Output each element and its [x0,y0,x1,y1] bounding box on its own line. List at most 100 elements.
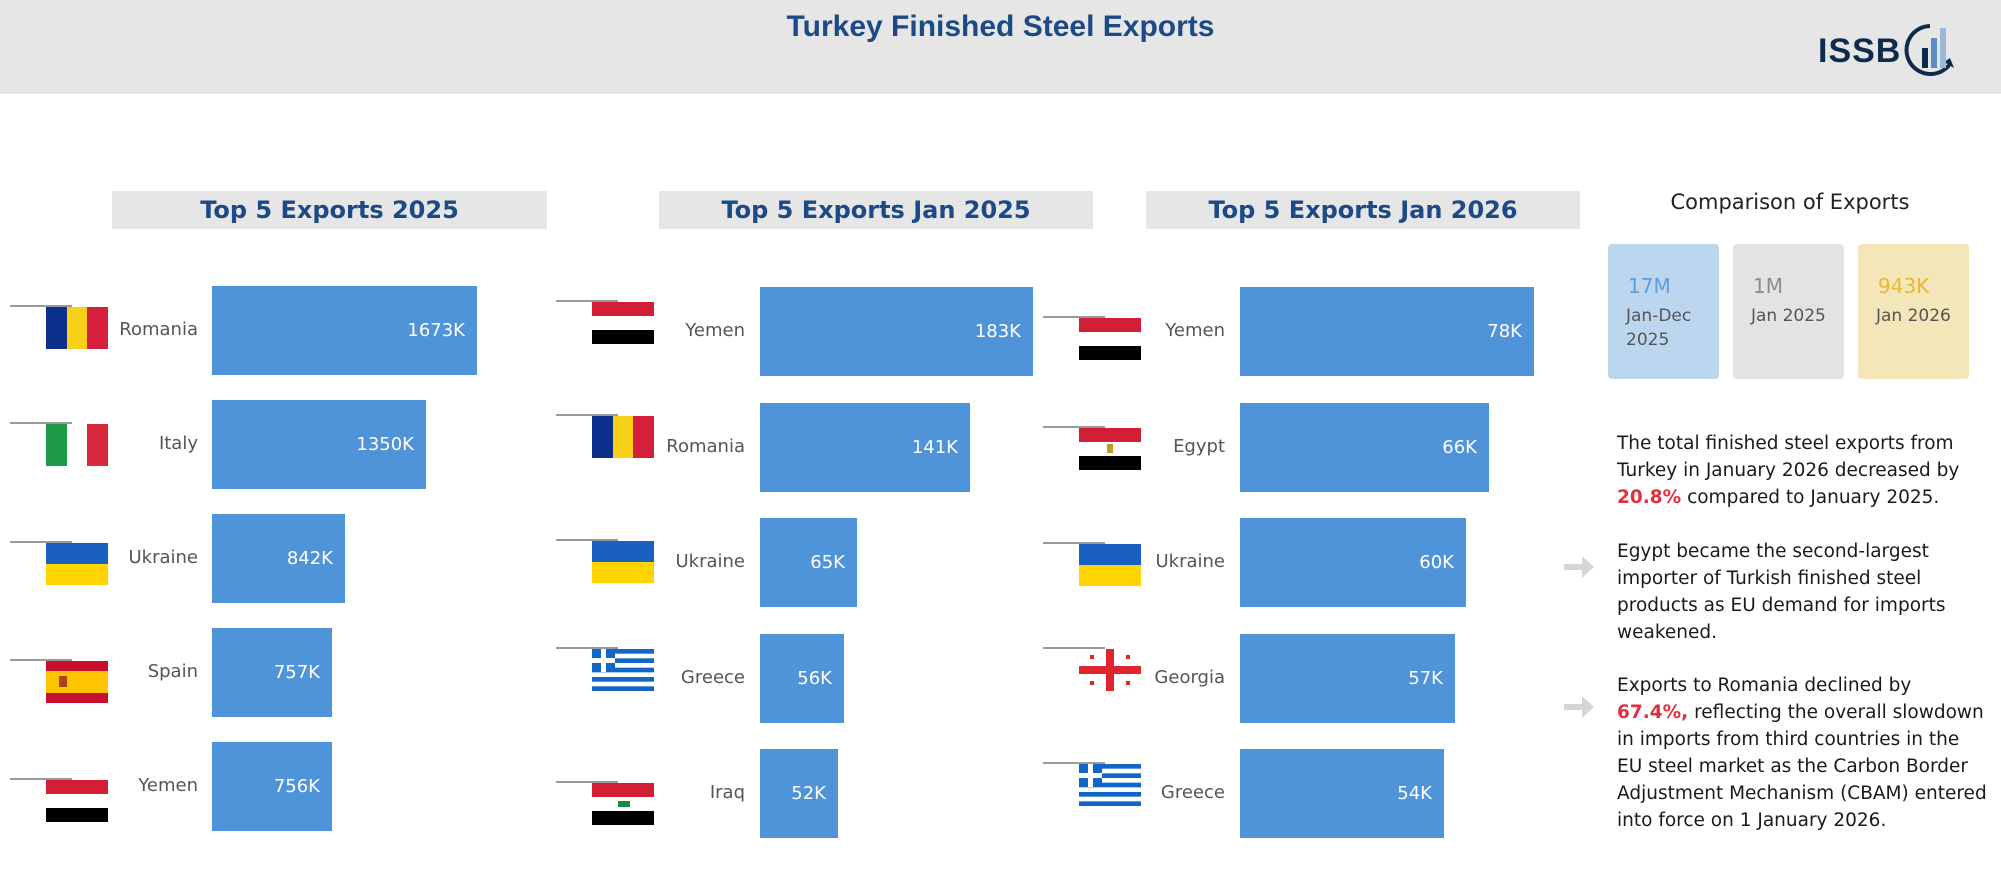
category-label: Romania [666,436,745,457]
card-label: Jan 2025 [1751,306,1826,326]
panel-title-jan-2025: Top 5 Exports Jan 2025 [659,191,1093,229]
bar-ukraine: 60K [1240,518,1466,607]
flag-yemen-icon [46,780,108,822]
flag-romania-icon [592,416,654,458]
category-label: Iraq [709,782,745,803]
card-value: 943K [1878,274,1930,298]
bar-value-label: 141K [911,437,958,458]
category-label: Greece [1160,782,1225,803]
flag-greece-icon [592,649,654,691]
flag-ukraine-icon [592,541,654,583]
bar-value-label: 54K [1397,783,1432,804]
category-label: Romania [119,319,198,340]
flag-ukraine-icon [1079,544,1141,586]
flag-baseline [556,300,618,302]
bar-romania: 1673K [212,286,477,375]
bar-georgia: 57K [1240,634,1455,723]
card-jan-2026: 943K Jan 2026 [1858,244,1969,379]
bar-value-label: 57K [1408,668,1443,689]
logo-text: ISSB [1818,32,1902,70]
category-label: Italy [158,433,198,454]
comparison-title: Comparison of Exports [1670,190,1910,214]
flag-baseline [10,422,72,424]
flag-greece-icon [1079,764,1141,806]
flag-baseline [556,414,618,416]
category-label: Egypt [1173,436,1225,457]
bar-value-label: 757K [273,662,320,683]
flag-baseline [1043,542,1105,544]
flag-italy-icon [46,424,108,466]
flag-ukraine-icon [46,543,108,585]
flag-yemen-icon [1079,318,1141,360]
bar-value-label: 65K [810,552,845,573]
flag-baseline [1043,426,1105,428]
card-label: Jan-Dec 2025 [1626,306,1692,350]
category-label: Georgia [1154,667,1225,688]
category-label: Yemen [138,775,198,796]
arrow-right-icon [1564,556,1594,578]
note-text: Exports to Romania declined by [1617,675,1912,696]
bar-value-label: 60K [1419,552,1454,573]
bar-yemen: 183K [760,287,1033,376]
flag-baseline [556,647,618,649]
bar-value-label: 756K [273,776,320,797]
bar-ukraine: 65K [760,518,857,607]
category-label: Ukraine [675,551,745,572]
bar-iraq: 52K [760,749,838,838]
flag-romania-icon [46,307,108,349]
flag-iraq-icon [592,783,654,825]
bar-value-label: 52K [791,783,826,804]
flag-baseline [10,778,72,780]
category-label: Ukraine [128,547,198,568]
bar-greece: 54K [1240,749,1444,838]
bar-value-label: 1350K [356,434,414,455]
category-label: Ukraine [1155,551,1225,572]
bar-value-label: 78K [1487,321,1522,342]
bar-value-label: 1673K [407,320,465,341]
bar-egypt: 66K [1240,403,1489,492]
bar-ukraine: 842K [212,514,345,603]
flag-baseline [1043,762,1105,764]
note-text: compared to January 2025. [1681,487,1940,508]
card-value: 1M [1753,274,1783,298]
header-bar: Turkey Finished Steel Exports ISSB [0,0,2001,94]
card-jan-dec-2025: 17M Jan-Dec 2025 [1608,244,1719,379]
flag-yemen-icon [592,302,654,344]
category-label: Yemen [1165,320,1225,341]
bar-yemen: 756K [212,742,332,831]
category-label: Spain [147,661,198,682]
bar-value-label: 66K [1442,437,1477,458]
flag-baseline [1043,647,1105,649]
note-romania: Exports to Romania declined by 67.4%, re… [1617,672,1987,834]
flag-baseline [1043,316,1105,318]
flag-spain-icon [46,661,108,703]
note-total-exports: The total finished steel exports from Tu… [1617,430,1987,511]
flag-georgia-icon [1079,649,1141,691]
category-label: Greece [680,667,745,688]
logo-chart-icon [1904,24,1954,76]
note-egypt: Egypt became the second-largest importer… [1617,541,1946,643]
bar-value-label: 56K [797,668,832,689]
bar-greece: 56K [760,634,844,723]
page-title: Turkey Finished Steel Exports [786,10,1215,43]
card-jan-2025: 1M Jan 2025 [1733,244,1844,379]
category-label: Yemen [685,320,745,341]
flag-baseline [556,781,618,783]
panel-title-jan-2026: Top 5 Exports Jan 2026 [1146,191,1580,229]
card-label: Jan 2026 [1876,306,1951,326]
flag-baseline [10,659,72,661]
bar-yemen: 78K [1240,287,1534,376]
note-highlight: 20.8% [1617,487,1682,508]
panel-title-2025: Top 5 Exports 2025 [112,191,547,229]
bar-value-label: 842K [286,548,333,569]
issb-logo: ISSB [1818,20,1968,80]
bar-value-label: 183K [974,321,1021,342]
note-text: The total finished steel exports from Tu… [1617,433,1960,481]
card-value: 17M [1628,274,1671,298]
bar-romania: 141K [760,403,970,492]
arrow-right-icon [1564,696,1594,718]
flag-egypt-icon [1079,428,1141,470]
bar-italy: 1350K [212,400,426,489]
flag-baseline [10,541,72,543]
note-highlight: 67.4%, [1617,702,1689,723]
